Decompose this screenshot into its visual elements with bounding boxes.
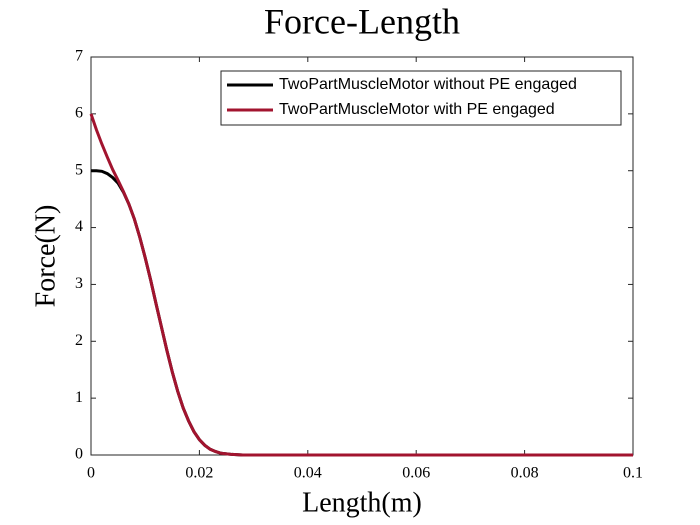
y-tick-label: 6	[75, 105, 83, 122]
y-tick-label: 3	[75, 275, 83, 292]
x-tick-label: 0.1	[623, 465, 643, 482]
y-tick-label: 0	[75, 446, 83, 463]
x-axis-label: Length(m)	[302, 487, 422, 518]
legend-box	[220, 70, 622, 126]
y-tick-label: 2	[75, 332, 83, 349]
series-line	[89, 113, 633, 457]
x-tick-label: 0.04	[294, 465, 322, 482]
x-tick-label: 0	[87, 465, 95, 482]
y-axis-label: Force(N)	[30, 205, 61, 308]
x-tick-label: 0.08	[511, 465, 539, 482]
legend-label: TwoPartMuscleMotor with PE engaged	[279, 101, 555, 118]
y-tick-label: 4	[75, 218, 83, 235]
x-tick-label: 0.02	[185, 465, 213, 482]
x-tick-label: 0.06	[402, 465, 430, 482]
y-tick-label: 5	[75, 161, 83, 178]
legend-label: TwoPartMuscleMotor without PE engaged	[279, 76, 577, 93]
y-tick-label: 1	[75, 389, 83, 406]
y-tick-label: 7	[75, 48, 83, 65]
chart-title: Force-Length	[264, 1, 460, 41]
